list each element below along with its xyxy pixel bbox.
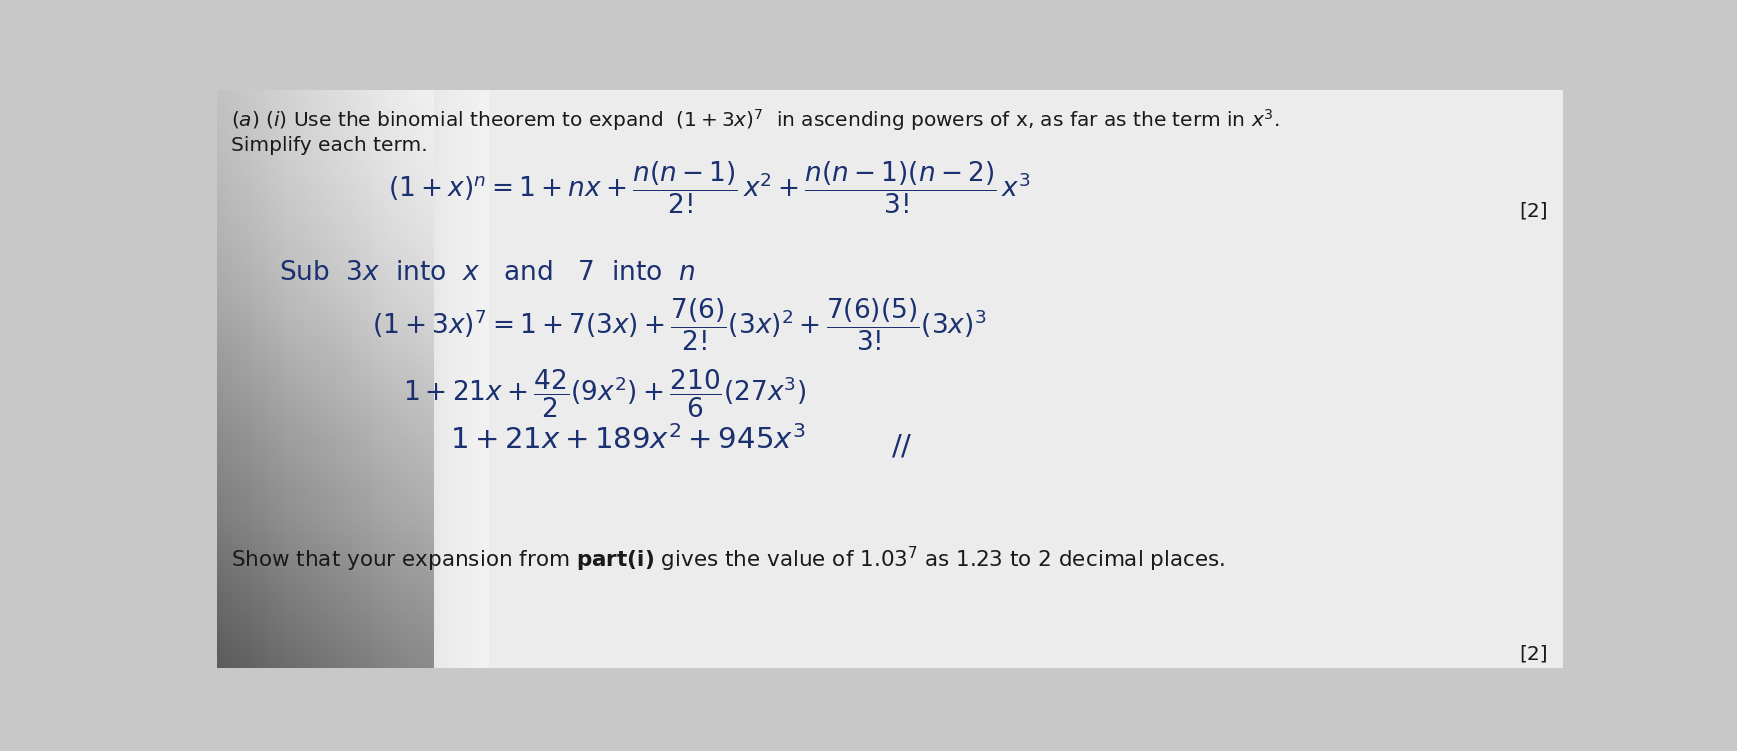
Text: $1 + 21x + \dfrac{42}{2}(9x^2) + \dfrac{210}{6}(27x^3)$: $1 + 21x + \dfrac{42}{2}(9x^2) + \dfrac{… bbox=[403, 367, 806, 420]
Text: $\mathit{//}$: $\mathit{//}$ bbox=[891, 433, 914, 461]
Text: $(1+x)^n = 1+nx+ \dfrac{n(n-1)}{2!}\,x^2 + \dfrac{n(n-1)(n-2)}{3!}\,x^3$: $(1+x)^n = 1+nx+ \dfrac{n(n-1)}{2!}\,x^2… bbox=[387, 159, 1030, 216]
Text: [2]: [2] bbox=[1520, 644, 1548, 664]
Text: $(a)$ $(i)$ Use the binomial theorem to expand  $(1 + 3x)^7$  in ascending power: $(a)$ $(i)$ Use the binomial theorem to … bbox=[231, 107, 1280, 133]
Text: Simplify each term.: Simplify each term. bbox=[231, 137, 427, 155]
Text: $(1+3x)^7 = 1+ 7(3x) + \dfrac{7(6)}{2!}(3x)^2 + \dfrac{7(6)(5)}{3!}(3x)^3$: $(1+3x)^7 = 1+ 7(3x) + \dfrac{7(6)}{2!}(… bbox=[372, 297, 987, 353]
Text: [2]: [2] bbox=[1520, 202, 1548, 221]
Text: Show that your expansion from $\mathbf{part(i)}$ gives the value of $1.03^7$ as : Show that your expansion from $\mathbf{p… bbox=[231, 544, 1226, 574]
Text: $1 + 21x + 189x^2 + 945x^3$: $1 + 21x + 189x^2 + 945x^3$ bbox=[450, 425, 804, 455]
Text: Sub  $3x$  into  $x$   and   $7$  into  $n$: Sub $3x$ into $x$ and $7$ into $n$ bbox=[280, 260, 697, 285]
